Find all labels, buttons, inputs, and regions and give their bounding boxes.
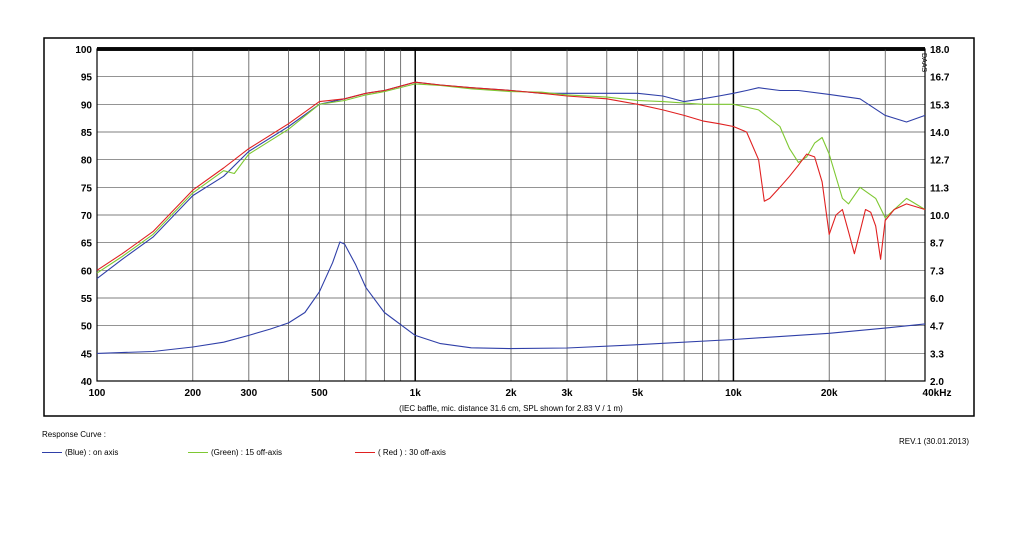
x-tick-label: 200	[184, 388, 201, 399]
legend-item-green: (Green) : 15 off-axis	[188, 448, 282, 457]
x-axis-label: (IEC baffle, mic. distance 31.6 cm, SPL …	[399, 404, 623, 413]
plot-border	[96, 48, 926, 382]
y-right-tick-label: 18.0	[930, 45, 950, 56]
x-tick-label: 1k	[410, 388, 422, 399]
y-right-tick-label: 12.7	[930, 156, 950, 167]
x-tick-label: 3k	[561, 388, 573, 399]
y-right-tick-label: 6.0	[930, 294, 944, 305]
outer-frame	[43, 37, 975, 417]
y-left-tick-label: 80	[81, 156, 93, 167]
y-left-tick-label: 90	[81, 100, 93, 111]
legend-swatch-green	[188, 452, 208, 453]
legend-item-red: ( Red ) : 30 off-axis	[355, 448, 446, 457]
y-right-tick-label: 4.7	[930, 322, 944, 333]
y-right-tick-label: 3.3	[930, 349, 944, 360]
y-left-tick-label: 50	[81, 322, 93, 333]
y-right-tick-label: 14.0	[930, 128, 950, 139]
legend-label-green: (Green) : 15 off-axis	[211, 448, 282, 457]
x-tick-label: 10k	[725, 388, 742, 399]
series-line-30-off-axis	[96, 81, 926, 271]
revision-label: REV.1 (30.01.2013)	[899, 437, 969, 446]
x-tick-label: 2k	[505, 388, 517, 399]
x-tick-label: 100	[89, 388, 106, 399]
response-chart: 100 95 90 85 80 75 70 65 60 55 50 45 40 18.0 16.7 15.3 1…	[43, 37, 975, 417]
legend-label-red: ( Red ) : 30 off-axis	[378, 448, 446, 457]
y-left-tick-label: 100	[75, 45, 92, 56]
x-tick-label: 20k	[821, 388, 838, 399]
y-right-tick-label: 7.3	[930, 266, 944, 277]
corner-label: DAAS	[920, 53, 927, 72]
y-left-tick-label: 85	[81, 128, 93, 139]
series-line-15-off-axis	[96, 83, 926, 274]
x-tick-label: 5k	[632, 388, 644, 399]
legend-label-blue: (Blue) : on axis	[65, 448, 119, 457]
y-left-tick-label: 70	[81, 211, 93, 222]
y-right-tick-label: 2.0	[930, 377, 944, 388]
y-left-tick-label: 60	[81, 266, 93, 277]
y-left-tick-label: 45	[81, 349, 93, 360]
legend-item-blue: (Blue) : on axis	[42, 448, 118, 457]
legend-swatch-red	[355, 452, 375, 453]
y-left-tick-label: 95	[81, 73, 93, 84]
y-left-tick-label: 55	[81, 294, 93, 305]
y-left-tick-label: 40	[81, 377, 93, 388]
x-tick-label: 500	[311, 388, 328, 399]
legend-title: Response Curve :	[42, 430, 107, 439]
y-right-tick-label: 8.7	[930, 239, 944, 250]
y-right-tick-label: 16.7	[930, 73, 950, 84]
y-right-tick-label: 11.3	[930, 183, 949, 194]
y-left-tick-label: 65	[81, 239, 93, 250]
y-left-tick-label: 75	[81, 183, 93, 194]
x-tick-label: 40kHz	[923, 388, 952, 399]
series-line-on-axis	[96, 81, 926, 280]
legend-swatch-blue	[42, 452, 62, 453]
y-right-tick-label: 15.3	[930, 100, 950, 111]
chart-frame: 100 95 90 85 80 75 70 65 60 55 50 45 40 18.0 16.7 15.3 1…	[43, 37, 975, 417]
y-right-tick-label: 10.0	[930, 211, 950, 222]
x-tick-label: 300	[240, 388, 257, 399]
impedance-line	[96, 241, 926, 354]
